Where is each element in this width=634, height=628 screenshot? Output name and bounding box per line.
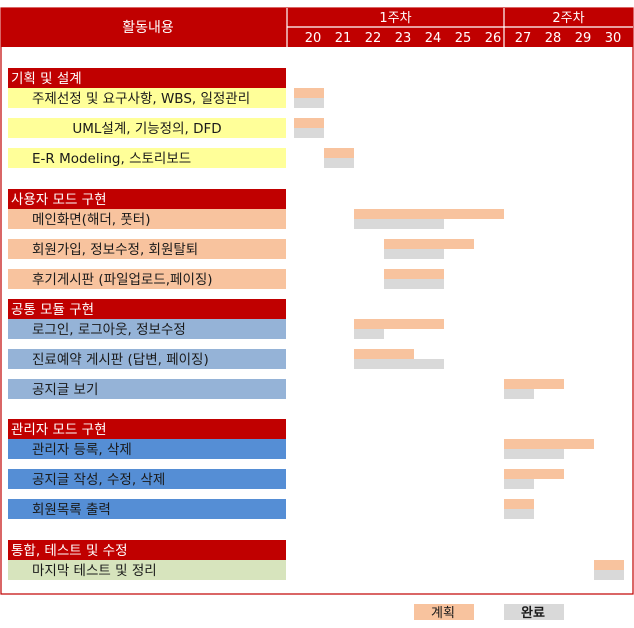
task-row <box>8 499 286 519</box>
activity-header-label: 활동내용 <box>122 20 174 36</box>
legend-plan-label: 계획 <box>431 606 455 621</box>
group-header-row <box>8 540 286 560</box>
task-row <box>8 269 286 289</box>
task-label: 후기게시판 (파일업로드,페이징) <box>32 272 213 288</box>
group-title: 통합, 테스트 및 수정 <box>11 543 128 559</box>
legend-done-label: 완료 <box>521 606 545 621</box>
group-title: 기획 및 설계 <box>11 71 82 87</box>
done-bar <box>354 329 384 339</box>
task-label: 메인화면(해더, 풋터) <box>32 212 150 228</box>
task-row <box>8 118 286 138</box>
done-bar <box>384 279 444 289</box>
done-bar <box>504 389 534 399</box>
plan-bar <box>384 239 474 249</box>
task-row <box>8 319 286 339</box>
plan-bar <box>504 469 564 479</box>
plan-bar <box>294 88 324 98</box>
task-row <box>8 209 286 229</box>
day-tick-label: 20 <box>305 31 322 46</box>
legend-plan-swatch <box>414 604 474 620</box>
day-tick-label: 29 <box>575 31 592 46</box>
day-tick-label: 25 <box>455 31 472 46</box>
day-tick-label: 24 <box>425 31 442 46</box>
task-row <box>8 379 286 399</box>
task-label: 주제선정 및 요구사항, WBS, 일정관리 <box>32 91 250 107</box>
day-tick-label: 27 <box>515 31 532 46</box>
plan-bar <box>504 379 564 389</box>
plan-bar <box>504 499 534 509</box>
group-title: 관리자 모드 구현 <box>11 422 107 438</box>
task-label: 회원가입, 정보수정, 회원탈퇴 <box>32 242 198 258</box>
group-title: 사용자 모드 구현 <box>11 192 107 208</box>
task-row <box>8 349 286 369</box>
day-tick-label: 30 <box>605 31 622 46</box>
week-label: 1주차 <box>379 11 411 26</box>
done-bar <box>294 98 324 108</box>
group-header-row <box>8 189 286 209</box>
task-label: 공지글 보기 <box>32 382 98 398</box>
plan-bar <box>354 349 414 359</box>
group-header-row <box>8 419 286 439</box>
done-bar <box>594 570 624 580</box>
task-label: 공지글 작성, 수정, 삭제 <box>32 472 165 488</box>
day-tick-label: 22 <box>365 31 382 46</box>
done-bar <box>354 359 444 369</box>
done-bar <box>294 128 324 138</box>
task-label: 회원목록 출력 <box>32 502 111 518</box>
group-title: 공통 모듈 구현 <box>11 302 94 318</box>
task-row <box>8 148 286 168</box>
group-header-row <box>8 299 286 319</box>
task-label: 로그인, 로그아웃, 정보수정 <box>32 322 186 338</box>
plan-bar <box>324 148 354 158</box>
day-tick-label: 23 <box>395 31 412 46</box>
day-tick-label: 21 <box>335 31 352 46</box>
task-row <box>8 88 286 108</box>
task-row <box>8 560 286 580</box>
task-label: 진료예약 게시판 (답변, 페이징) <box>32 352 209 368</box>
day-tick-label: 26 <box>485 31 502 46</box>
done-bar <box>324 158 354 168</box>
plan-bar <box>384 269 444 279</box>
task-label: E-R Modeling, 스토리보드 <box>32 151 191 167</box>
plan-bar <box>354 319 444 329</box>
task-row <box>8 439 286 459</box>
done-bar <box>384 249 444 259</box>
done-bar <box>504 449 564 459</box>
legend-done-swatch <box>504 604 564 620</box>
task-label: 마지막 테스트 및 정리 <box>32 563 157 579</box>
done-bar <box>504 479 534 489</box>
plan-bar <box>354 209 504 219</box>
plan-bar <box>504 439 594 449</box>
task-label: 관리자 등록, 삭제 <box>32 442 132 458</box>
task-row <box>8 239 286 259</box>
task-row <box>8 469 286 489</box>
plan-bar <box>594 560 624 570</box>
task-label: UML설계, 기능정의, DFD <box>72 121 221 137</box>
done-bar <box>504 509 534 519</box>
week-label: 2주차 <box>552 11 584 26</box>
group-header-row <box>8 68 286 88</box>
plan-bar <box>294 118 324 128</box>
done-bar <box>354 219 444 229</box>
day-tick-label: 28 <box>545 31 562 46</box>
